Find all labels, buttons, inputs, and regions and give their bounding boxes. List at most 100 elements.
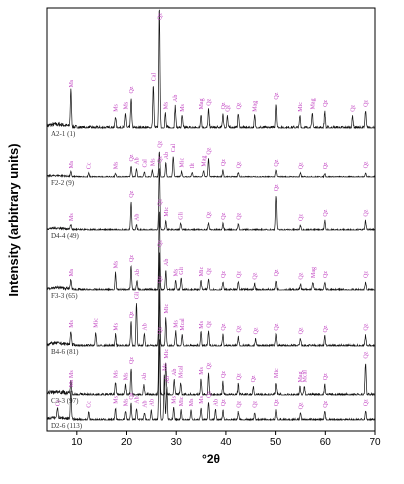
peak-label: Ms <box>163 101 169 109</box>
peak-label: Ms <box>174 268 180 276</box>
peak-label: Gli <box>179 212 185 220</box>
peak-label: Cal <box>151 73 157 82</box>
peak-label: Gli <box>135 291 141 299</box>
peak-label: Ab <box>165 376 171 383</box>
x-tick-label: 60 <box>320 437 332 448</box>
series-line <box>46 339 376 422</box>
peak-label: Qz <box>364 323 370 330</box>
peak-label: Cal <box>142 159 148 168</box>
peak-label: Ab <box>142 323 148 330</box>
peak-label: Qz <box>221 159 227 166</box>
peak-label: Qz <box>129 255 135 262</box>
peak-label: Qz <box>323 271 329 278</box>
peak-label: Qz <box>157 199 163 206</box>
peak-label: Ms <box>114 395 120 403</box>
peak-label: Qz <box>323 373 329 380</box>
peak-label: Qz <box>274 323 280 330</box>
peak-label: Ms <box>124 372 130 380</box>
peak-label: Qz <box>157 13 163 20</box>
peak-label: Mic <box>164 349 170 359</box>
series-line <box>46 9 376 130</box>
peak-label: Qz <box>299 272 305 279</box>
peak-label: Ms <box>199 395 205 403</box>
x-tick-label: 30 <box>171 437 183 448</box>
peak-label: Qz <box>364 161 370 168</box>
peak-label: Qz <box>221 212 227 219</box>
peak-label: Mag <box>199 98 205 109</box>
peak-label: Cc <box>55 399 61 406</box>
peak-label: Mag <box>311 267 317 278</box>
peak-label: Qz <box>236 102 242 109</box>
peak-label: Qz <box>221 371 227 378</box>
peak-label: Ab <box>164 259 170 266</box>
peak-label: Qz <box>157 327 163 334</box>
peak-label: Mic <box>199 266 205 276</box>
peak-label: Ab <box>164 152 170 159</box>
peak-label: Ms <box>150 158 156 166</box>
peak-label: Qz <box>299 162 305 169</box>
peak-label: Qz <box>364 209 370 216</box>
x-axis-title: °2θ <box>202 452 220 466</box>
series-label: C3-3 (97) <box>51 397 79 405</box>
series-label: D4-4 (49) <box>51 232 79 240</box>
peak-label: Qz <box>251 375 257 382</box>
peak-label: Qz <box>253 272 259 279</box>
peak-label: Mic <box>180 157 186 167</box>
peak-label: Qz <box>157 140 163 147</box>
peak-label: Qz <box>129 357 135 364</box>
peak-label: Qz <box>299 214 305 221</box>
peak-label: Qz <box>236 400 242 407</box>
series-label: F3-3 (65) <box>51 292 78 300</box>
peak-label: Ab <box>172 369 178 376</box>
peak-label: Qz <box>364 271 370 278</box>
peak-label: Qz <box>207 362 213 369</box>
peak-label: Ms <box>69 160 75 168</box>
peak-label: Ms <box>124 101 130 109</box>
peak-label: Qz <box>207 391 213 398</box>
peak-label: Qz <box>236 325 242 332</box>
peak-label: Qz <box>274 159 280 166</box>
peak-label: Qz <box>323 100 329 107</box>
peak-label: Ab <box>135 396 141 403</box>
peak-label: Qz <box>323 162 329 169</box>
peak-label: Qz <box>221 323 227 330</box>
peak-label: Ms <box>199 320 205 328</box>
peak-label: Mcal <box>179 365 185 378</box>
peak-label: Qz <box>207 267 213 274</box>
series-label: D2-6 (113) <box>51 422 83 430</box>
peak-label: Qz <box>225 104 231 111</box>
series-label: B4-6 (81) <box>51 348 79 356</box>
peak-label: Mag <box>298 371 304 382</box>
peak-label: Mic <box>164 207 170 217</box>
peak-label: Qz <box>207 211 213 218</box>
peak-label: Ms <box>69 268 75 276</box>
peak-label: Qz <box>157 276 163 283</box>
peak-label: Qz <box>323 400 329 407</box>
x-tick-label: 40 <box>220 437 232 448</box>
peak-label: Qz <box>236 161 242 168</box>
peak-label: Qz <box>236 373 242 380</box>
plot-area: A2-1 (1) Ms Ms Ms Qz Cal Qz Ms Ab Ms Mag Qz Qz Qz Qz Ma… <box>46 9 376 430</box>
series-label: F2-2 (9) <box>51 179 75 187</box>
x-tick-label: 50 <box>270 437 282 448</box>
peak-label: Qz <box>274 92 280 99</box>
peak-label: Qz <box>253 400 259 407</box>
peak-label: Ilt <box>190 163 196 169</box>
peak-label: Qz <box>236 271 242 278</box>
peak-label: Qz <box>221 271 227 278</box>
peak-label: Ab <box>135 157 141 164</box>
peak-label: Qz <box>274 399 280 406</box>
peak-label: Mag <box>202 156 208 167</box>
peak-label: Ms <box>124 398 130 406</box>
peak-label: Qz <box>129 311 135 318</box>
series-label: A2-1 (1) <box>51 130 76 138</box>
series-line <box>46 211 376 292</box>
x-axis: 10 20 30 40 50 60 70 <box>71 431 381 448</box>
peak-label: Cc <box>87 401 93 408</box>
peak-label: Ms <box>114 260 120 268</box>
peak-label: Qz <box>157 156 163 163</box>
peak-label: Qz <box>323 209 329 216</box>
peak-label: Mic <box>164 303 170 313</box>
peak-label: Cal <box>171 144 177 153</box>
peak-label: Mag <box>253 101 259 112</box>
